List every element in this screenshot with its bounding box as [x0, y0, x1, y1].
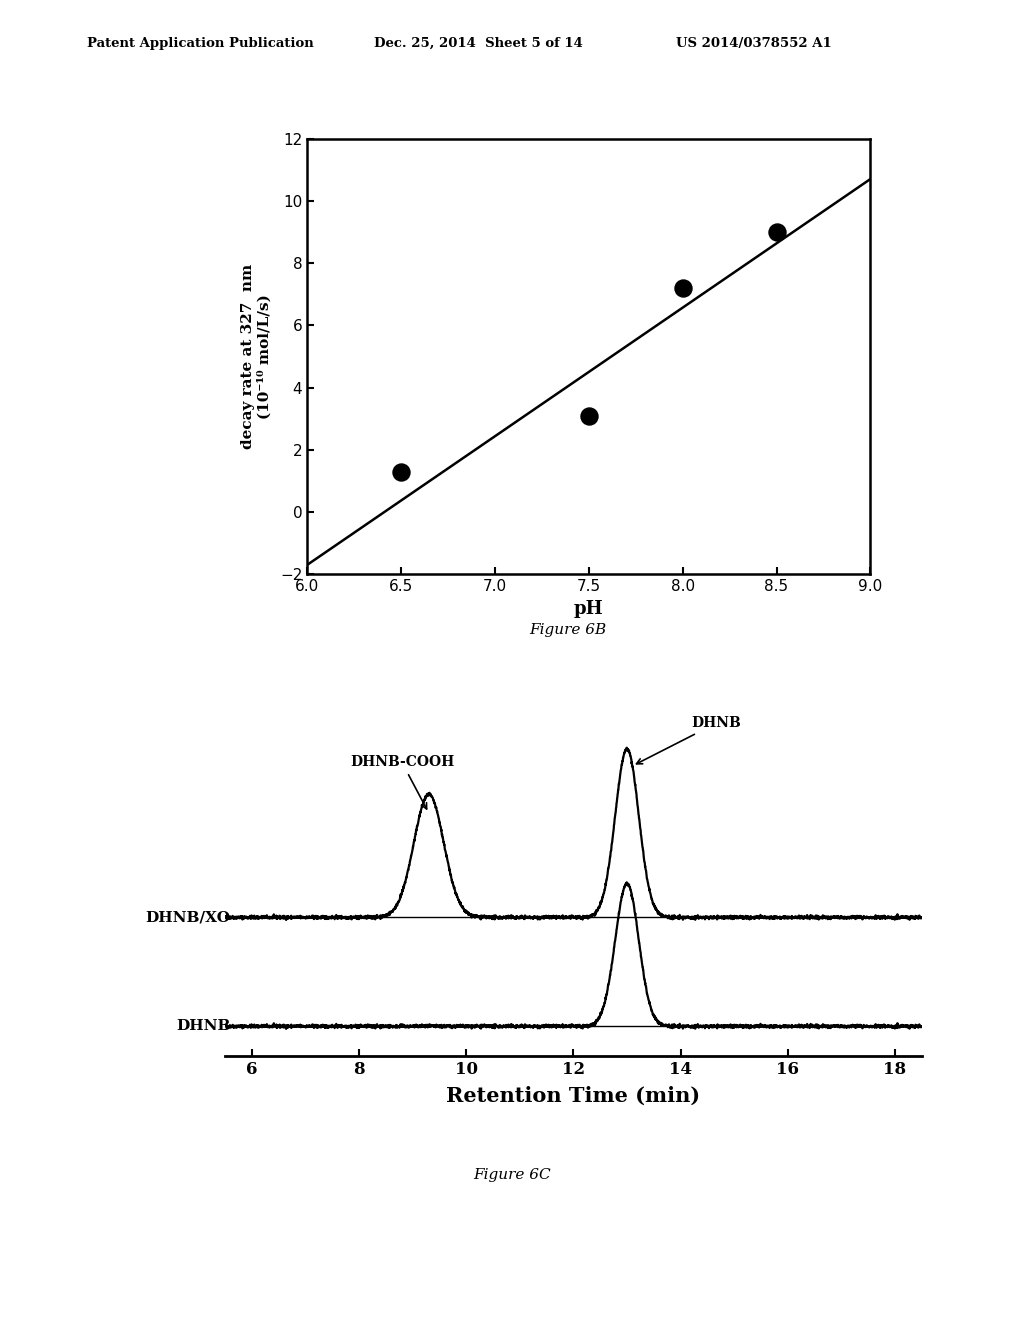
X-axis label: pH: pH — [574, 599, 603, 618]
Text: US 2014/0378552 A1: US 2014/0378552 A1 — [676, 37, 831, 50]
Point — [393, 461, 410, 482]
Point — [675, 277, 691, 298]
Text: DHNB-COOH: DHNB-COOH — [350, 755, 455, 809]
Text: DHNB/XO: DHNB/XO — [145, 911, 230, 924]
Text: Patent Application Publication: Patent Application Publication — [87, 37, 313, 50]
Point — [581, 405, 597, 426]
Text: Figure 6C: Figure 6C — [473, 1168, 551, 1183]
Y-axis label: decay rate at 327  nm
(10⁻¹⁰ mol/L/s): decay rate at 327 nm (10⁻¹⁰ mol/L/s) — [241, 264, 271, 449]
Text: Figure 6B: Figure 6B — [529, 623, 607, 638]
Point — [768, 222, 784, 243]
Text: DHNB: DHNB — [637, 717, 741, 764]
Text: Dec. 25, 2014  Sheet 5 of 14: Dec. 25, 2014 Sheet 5 of 14 — [374, 37, 583, 50]
Text: DHNB: DHNB — [176, 1019, 230, 1034]
X-axis label: Retention Time (min): Retention Time (min) — [446, 1086, 700, 1106]
